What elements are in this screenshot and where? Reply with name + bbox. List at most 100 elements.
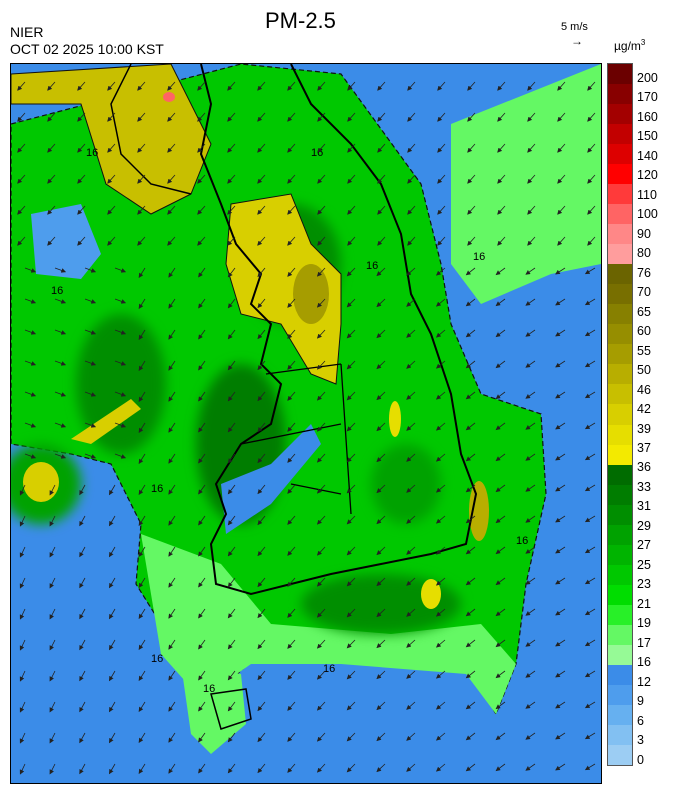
wind-arrow bbox=[138, 670, 146, 681]
legend-color-cell bbox=[608, 84, 632, 105]
wind-arrow bbox=[465, 422, 476, 431]
wind-arrow bbox=[79, 639, 86, 651]
wind-arrow bbox=[555, 329, 566, 337]
legend-color-cell bbox=[608, 564, 632, 586]
wind-arrow bbox=[287, 546, 296, 556]
wind-arrow bbox=[497, 205, 506, 215]
wind-arrow bbox=[495, 546, 506, 555]
wind-arrow bbox=[77, 236, 86, 246]
wind-arrow bbox=[346, 329, 356, 339]
wind-arrow bbox=[316, 670, 326, 680]
wind-arrow bbox=[555, 608, 566, 616]
wind-arrow bbox=[108, 515, 116, 527]
wind-arrow bbox=[407, 143, 416, 153]
wind-arrow bbox=[227, 608, 236, 619]
wind-arrow bbox=[377, 174, 386, 184]
wind-arrow bbox=[257, 174, 266, 184]
wind-arrow bbox=[406, 453, 416, 462]
wind-arrow bbox=[287, 236, 296, 246]
wind-arrow bbox=[316, 701, 326, 711]
wind-arrow bbox=[84, 267, 97, 273]
wind-arrow bbox=[377, 143, 386, 153]
wind-arrow bbox=[79, 732, 86, 744]
legend-color-cell bbox=[608, 164, 632, 185]
agency-label: NIER bbox=[10, 24, 44, 40]
wind-arrow bbox=[317, 112, 326, 122]
wind-arrow bbox=[584, 360, 596, 368]
wind-arrow bbox=[316, 360, 326, 370]
wind-arrow bbox=[346, 639, 356, 649]
wind-arrow bbox=[406, 701, 416, 710]
wind-arrow bbox=[287, 670, 296, 680]
wind-arrow bbox=[168, 701, 176, 712]
wind-arrow bbox=[108, 577, 116, 589]
wind-arrow bbox=[587, 174, 596, 184]
wind-arrow bbox=[497, 112, 506, 122]
wind-arrow bbox=[168, 546, 176, 557]
wind-arrow bbox=[525, 546, 536, 554]
legend-tick-label: 65 bbox=[637, 304, 651, 319]
legend-color-cell bbox=[608, 644, 632, 666]
wind-arrow bbox=[407, 81, 416, 91]
wind-arrow bbox=[198, 453, 206, 464]
wind-arrow bbox=[346, 608, 356, 618]
wind-arrow bbox=[467, 112, 476, 122]
pm25-concentration-map: 16 16 16 16 16 16 16 16 16 16 bbox=[10, 63, 602, 784]
wind-arrow bbox=[465, 391, 476, 400]
wind-arrow bbox=[197, 112, 206, 122]
wind-arrow bbox=[138, 763, 146, 774]
wind-arrow bbox=[138, 515, 146, 526]
wind-arrow bbox=[376, 515, 386, 525]
wind-arrow bbox=[138, 608, 146, 619]
wind-arrow bbox=[377, 205, 386, 215]
legend-tick-label: 76 bbox=[637, 265, 651, 280]
legend-tick-label: 39 bbox=[637, 421, 651, 436]
wind-arrow bbox=[495, 391, 506, 400]
wind-arrow bbox=[198, 577, 206, 588]
wind-arrow bbox=[257, 701, 266, 712]
wind-arrow bbox=[376, 577, 386, 587]
wind-arrow bbox=[114, 391, 127, 397]
wind-arrow bbox=[138, 360, 146, 371]
wind-arrow bbox=[376, 360, 386, 370]
wind-arrow bbox=[346, 298, 356, 308]
wind-arrow bbox=[138, 422, 146, 433]
wind-arrow bbox=[138, 298, 146, 309]
wind-arrow bbox=[525, 515, 536, 523]
contour-label: 16 bbox=[151, 653, 163, 665]
wind-arrow bbox=[465, 732, 476, 741]
wind-arrow bbox=[346, 732, 356, 742]
wind-arrow bbox=[79, 608, 86, 620]
wind-arrow bbox=[495, 670, 506, 679]
wind-arrow bbox=[465, 298, 476, 307]
wind-arrow bbox=[557, 81, 566, 91]
wind-arrow bbox=[376, 329, 386, 339]
wind-arrow bbox=[527, 143, 536, 153]
wind-arrow bbox=[406, 763, 416, 772]
wind-arrow bbox=[257, 81, 266, 91]
legend-tick-label: 120 bbox=[637, 168, 658, 183]
unit-exponent: 3 bbox=[640, 38, 646, 47]
wind-arrow bbox=[227, 453, 236, 464]
wind-arrow bbox=[584, 763, 596, 771]
wind-arrow bbox=[376, 484, 386, 494]
wind-arrow bbox=[557, 143, 566, 153]
wind-arrow bbox=[557, 236, 566, 246]
wind-arrow bbox=[465, 453, 476, 462]
wind-arrow bbox=[114, 329, 127, 335]
wind-arrow bbox=[138, 577, 146, 588]
wind-arrow bbox=[435, 701, 446, 710]
wind-arrow bbox=[19, 577, 26, 589]
wind-arrow bbox=[376, 670, 386, 680]
wind-arrow bbox=[316, 298, 326, 308]
wind-arrow bbox=[19, 608, 26, 620]
legend-tick-label: 19 bbox=[637, 616, 651, 631]
wind-arrow bbox=[407, 112, 416, 122]
wind-arrow bbox=[525, 484, 536, 492]
wind-arrow bbox=[287, 577, 296, 587]
wind-arrow bbox=[495, 701, 506, 710]
wind-arrow bbox=[587, 205, 596, 215]
legend-color-cell bbox=[608, 284, 632, 305]
wind-arrow bbox=[587, 112, 596, 122]
contour-label: 16 bbox=[516, 535, 528, 547]
